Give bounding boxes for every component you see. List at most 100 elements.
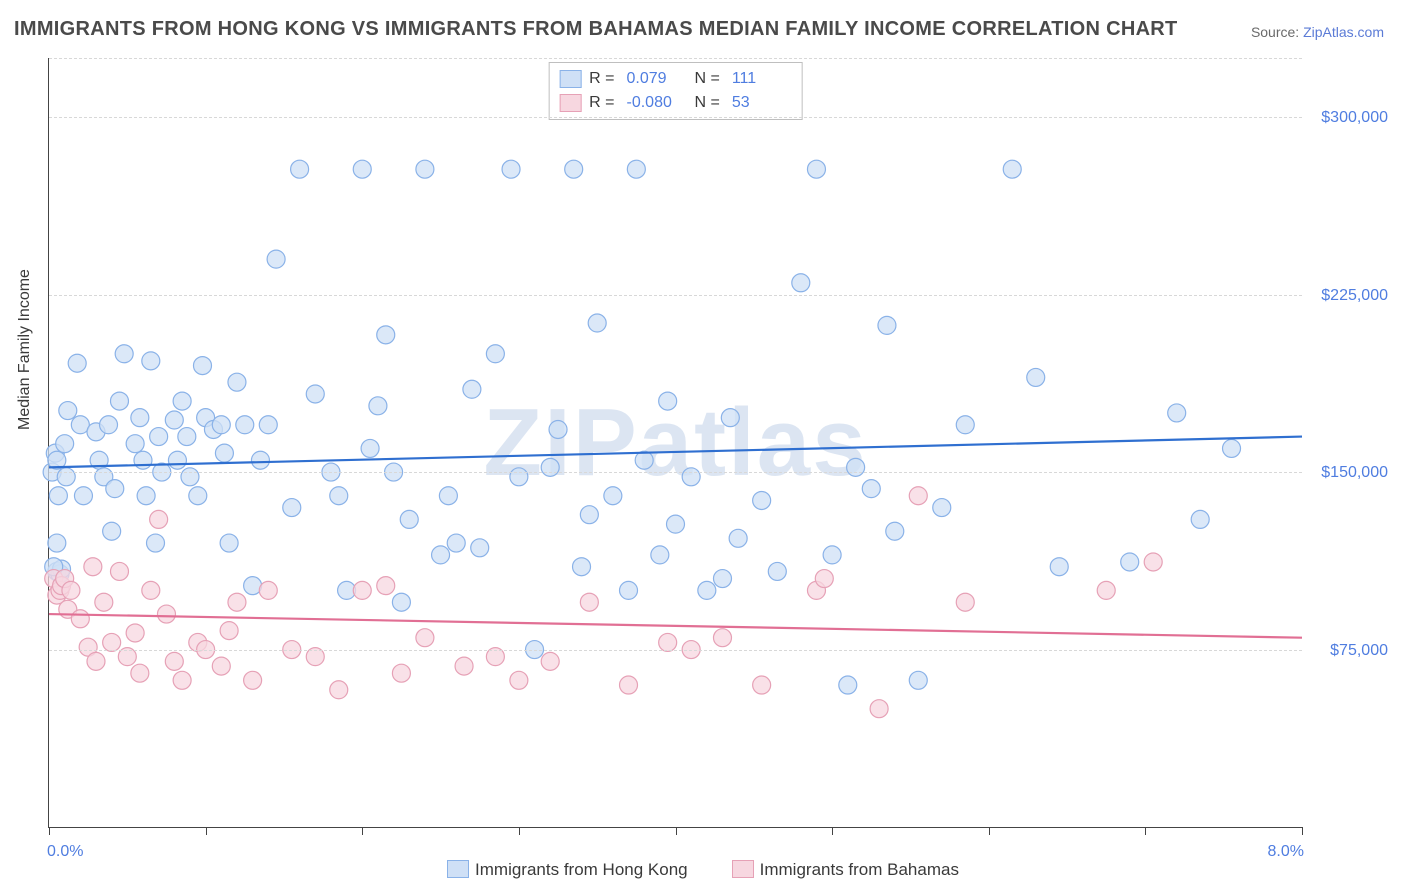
scatter-point xyxy=(486,345,504,363)
scatter-point xyxy=(807,160,825,178)
scatter-point xyxy=(792,274,810,292)
series-legend-item: Immigrants from Bahamas xyxy=(732,860,959,879)
y-tick-label: $150,000 xyxy=(1308,464,1388,482)
scatter-point xyxy=(847,458,865,476)
legend-r-label: R = xyxy=(589,94,614,112)
scatter-point xyxy=(283,499,301,517)
scatter-point xyxy=(815,570,833,588)
scatter-point xyxy=(956,416,974,434)
chart-title: IMMIGRANTS FROM HONG KONG VS IMMIGRANTS … xyxy=(14,18,1178,41)
x-tick xyxy=(832,827,833,835)
scatter-point xyxy=(330,487,348,505)
scatter-point xyxy=(165,411,183,429)
x-min-label: 0.0% xyxy=(47,843,83,861)
scatter-point xyxy=(400,510,418,528)
scatter-point xyxy=(330,681,348,699)
gridline xyxy=(49,58,1302,59)
scatter-point xyxy=(1168,404,1186,422)
scatter-point xyxy=(1003,160,1021,178)
scatter-point xyxy=(416,629,434,647)
scatter-point xyxy=(580,593,598,611)
scatter-point xyxy=(909,487,927,505)
scatter-point xyxy=(933,499,951,517)
scatter-point xyxy=(157,605,175,623)
scatter-point xyxy=(165,652,183,670)
x-tick xyxy=(362,827,363,835)
x-tick xyxy=(206,827,207,835)
scatter-point xyxy=(212,416,230,434)
scatter-point xyxy=(291,160,309,178)
scatter-point xyxy=(131,664,149,682)
y-tick-label: $225,000 xyxy=(1308,287,1388,305)
scatter-point xyxy=(878,316,896,334)
scatter-point xyxy=(181,468,199,486)
scatter-point xyxy=(137,487,155,505)
scatter-point xyxy=(455,657,473,675)
scatter-point xyxy=(251,451,269,469)
scatter-point xyxy=(189,487,207,505)
scatter-point xyxy=(134,451,152,469)
scatter-point xyxy=(220,534,238,552)
trend-line xyxy=(49,437,1302,468)
scatter-point xyxy=(48,534,66,552)
y-tick-label: $300,000 xyxy=(1308,109,1388,127)
scatter-point xyxy=(432,546,450,564)
scatter-point xyxy=(839,676,857,694)
scatter-point xyxy=(1191,510,1209,528)
scatter-point xyxy=(369,397,387,415)
legend-swatch xyxy=(559,94,581,112)
scatter-point xyxy=(698,581,716,599)
x-tick xyxy=(519,827,520,835)
gridline: $150,000 xyxy=(49,472,1302,473)
scatter-point xyxy=(1050,558,1068,576)
legend-n-label: N = xyxy=(695,70,720,88)
scatter-point xyxy=(178,428,196,446)
scatter-point xyxy=(95,593,113,611)
scatter-point xyxy=(49,487,67,505)
plot-area: ZIPatlas R =0.079N =111R =-0.080N =53 0.… xyxy=(48,58,1302,828)
scatter-point xyxy=(588,314,606,332)
x-tick xyxy=(1302,827,1303,835)
scatter-point xyxy=(721,409,739,427)
scatter-point xyxy=(713,570,731,588)
scatter-point xyxy=(147,534,165,552)
scatter-point xyxy=(59,402,77,420)
scatter-point xyxy=(463,380,481,398)
scatter-point xyxy=(353,581,371,599)
scatter-point xyxy=(110,562,128,580)
scatter-point xyxy=(667,515,685,533)
scatter-point xyxy=(627,160,645,178)
scatter-point xyxy=(173,392,191,410)
scatter-point xyxy=(1027,368,1045,386)
scatter-point xyxy=(236,416,254,434)
source-prefix: Source: xyxy=(1251,24,1303,40)
scatter-point xyxy=(447,534,465,552)
gridline: $225,000 xyxy=(49,295,1302,296)
legend-swatch xyxy=(447,860,469,878)
correlation-legend: R =0.079N =111R =-0.080N =53 xyxy=(548,62,803,120)
source-link[interactable]: ZipAtlas.com xyxy=(1303,24,1384,40)
scatter-point xyxy=(886,522,904,540)
scatter-point xyxy=(471,539,489,557)
scatter-point xyxy=(103,522,121,540)
scatter-point xyxy=(220,622,238,640)
scatter-point xyxy=(228,593,246,611)
series-legend-item: Immigrants from Hong Kong xyxy=(447,860,688,879)
scatter-point xyxy=(71,610,89,628)
scatter-point xyxy=(100,416,118,434)
x-tick xyxy=(49,827,50,835)
scatter-point xyxy=(142,352,160,370)
legend-n-value: 53 xyxy=(732,94,792,112)
series-name: Immigrants from Bahamas xyxy=(760,860,959,879)
legend-r-value: 0.079 xyxy=(627,70,687,88)
scatter-point xyxy=(106,480,124,498)
scatter-point xyxy=(682,468,700,486)
legend-swatch xyxy=(732,860,754,878)
series-legend: Immigrants from Hong Kong Immigrants from… xyxy=(0,860,1406,880)
scatter-point xyxy=(604,487,622,505)
scatter-point xyxy=(620,581,638,599)
scatter-point xyxy=(57,468,75,486)
scatter-point xyxy=(126,435,144,453)
series-name: Immigrants from Hong Kong xyxy=(475,860,688,879)
gridline: $75,000 xyxy=(49,650,1302,651)
